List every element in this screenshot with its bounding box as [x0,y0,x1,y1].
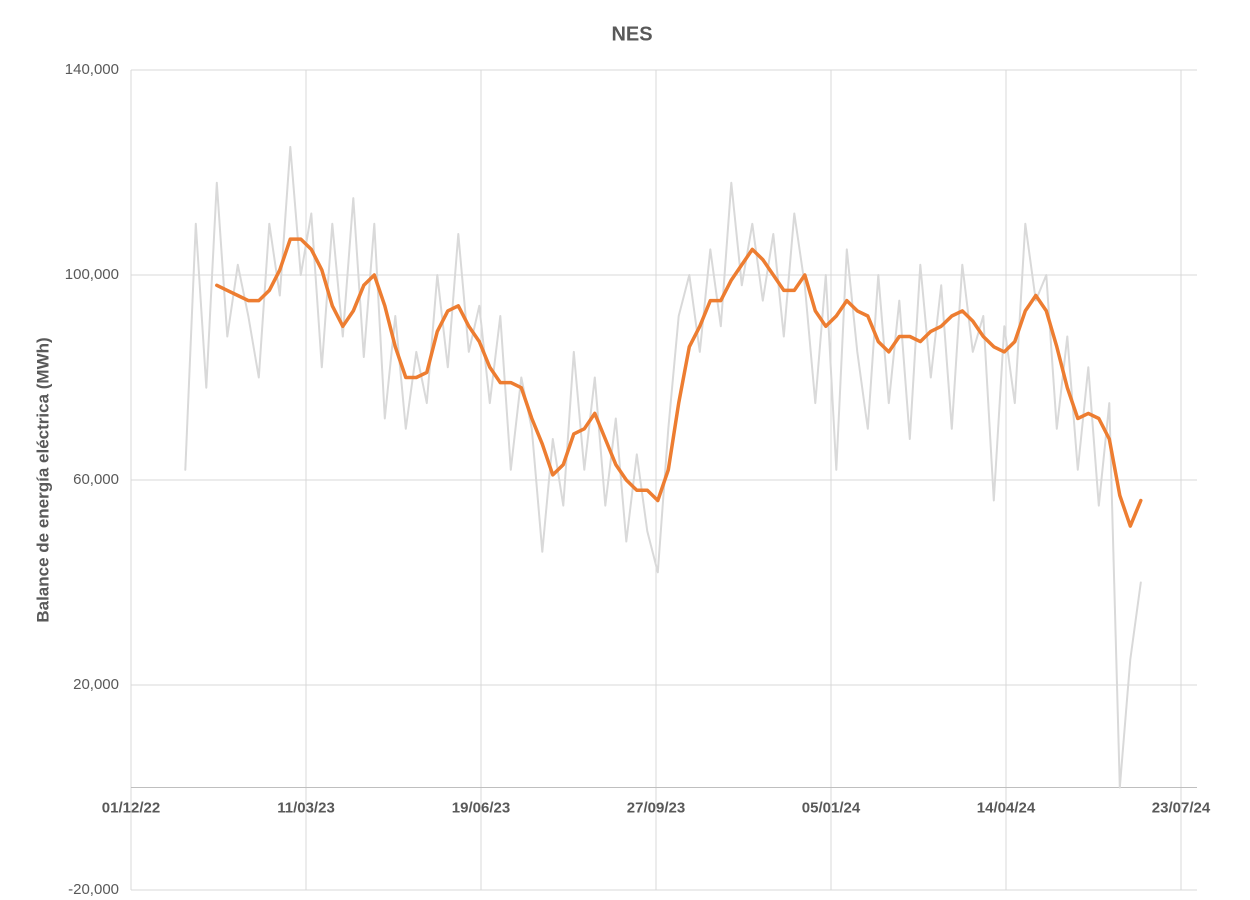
x-tick-label: 05/01/24 [802,799,861,816]
x-tick-label: 11/03/23 [277,799,335,816]
y-axis-label: Balance de energía eléctrica (MWh) [33,337,52,622]
y-tick-label: -20,000 [68,881,119,898]
y-tick-label: 100,000 [65,266,119,283]
x-tick-label: 23/07/24 [1152,799,1211,816]
x-tick-label: 19/06/23 [452,799,510,816]
x-tick-label: 14/04/24 [977,799,1036,816]
x-tick-label: 27/09/23 [627,799,685,816]
series-line [184,145,1142,789]
y-tick-label: 20,000 [73,676,119,693]
x-tick-label: 01/12/22 [102,799,160,816]
series-line [215,237,1143,528]
y-tick-label: 140,000 [65,61,119,78]
y-tick-label: 60,000 [73,471,119,488]
chart-subtitle: NES [611,23,652,45]
